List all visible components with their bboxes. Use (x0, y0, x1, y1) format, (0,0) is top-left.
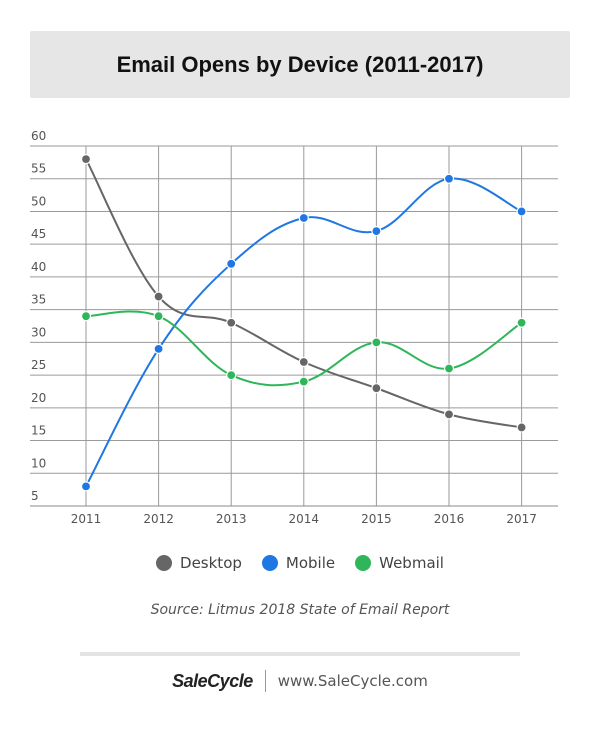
x-tick-label: 2017 (506, 512, 537, 526)
y-tick-label: 45 (31, 227, 46, 241)
y-tick-label: 15 (31, 424, 46, 438)
y-tick-label: 10 (31, 456, 46, 470)
legend-swatch-desktop (156, 555, 173, 571)
chart-title-box: Email Opens by Device (2011-2017) (30, 31, 570, 98)
x-tick-label: 2013 (216, 512, 247, 526)
y-tick-label: 40 (31, 260, 46, 274)
line-chart: 5 10 15 20 25 30 35 40 45 50 55 60 2011 2012 2013 2014 2… (30, 129, 558, 526)
y-tick-label: 5 (31, 489, 39, 503)
legend-swatch-webmail (355, 555, 372, 571)
footer-divider (80, 652, 520, 656)
data-point-mobile (298, 212, 309, 224)
data-point-desktop (298, 356, 309, 368)
data-point-desktop (443, 409, 455, 420)
data-point-desktop (153, 291, 164, 302)
y-tick-label: 30 (31, 325, 46, 339)
y-tick-label: 20 (31, 391, 46, 405)
data-point-mobile (153, 343, 164, 355)
data-point-webmail (443, 363, 455, 374)
x-tick-label: 2012 (143, 512, 174, 526)
data-point-webmail (516, 317, 527, 328)
data-point-mobile (80, 481, 92, 492)
data-point-webmail (153, 311, 164, 322)
x-tick-label: 2015 (361, 512, 392, 526)
data-point-mobile (226, 258, 237, 269)
y-tick-label: 25 (31, 358, 46, 372)
data-point-desktop (80, 153, 92, 165)
brand-separator (264, 670, 266, 692)
chart-title: Email Opens by Device (2011-2017) (116, 51, 484, 77)
brand-url[interactable]: www.SaleCycle.com (277, 672, 428, 690)
x-tick-label: 2011 (71, 512, 102, 526)
data-point-desktop (371, 383, 382, 394)
data-point-webmail (298, 376, 309, 387)
data-point-mobile (371, 225, 382, 237)
data-point-webmail (80, 311, 92, 322)
legend-label-mobile: Mobile (285, 554, 336, 572)
y-tick-label: 60 (31, 129, 46, 143)
y-tick-label: 55 (31, 162, 46, 176)
legend-swatch-mobile (261, 555, 278, 571)
brand-logo: SaleCycle (172, 670, 253, 691)
brand-footer: SaleCycle www.SaleCycle.com (0, 668, 600, 694)
y-tick-label: 35 (31, 293, 46, 307)
legend-item-desktop: Desktop (156, 554, 242, 572)
data-point-webmail (226, 369, 237, 381)
legend-item-mobile: Mobile (261, 554, 336, 572)
x-tick-label: 2014 (289, 512, 320, 526)
x-tick-label: 2016 (434, 512, 465, 526)
data-point-webmail (371, 337, 382, 348)
legend-item-webmail: Webmail (355, 554, 444, 572)
legend-label-webmail: Webmail (379, 554, 444, 572)
data-point-mobile (443, 173, 455, 184)
legend-label-desktop: Desktop (180, 554, 242, 572)
y-tick-label: 50 (31, 194, 46, 208)
data-point-desktop (516, 422, 527, 433)
data-point-desktop (226, 317, 237, 328)
chart-legend: Desktop Mobile Webmail (0, 550, 600, 576)
data-point-mobile (516, 206, 527, 217)
source-note: Source: Litmus 2018 State of Email Repor… (150, 602, 450, 618)
